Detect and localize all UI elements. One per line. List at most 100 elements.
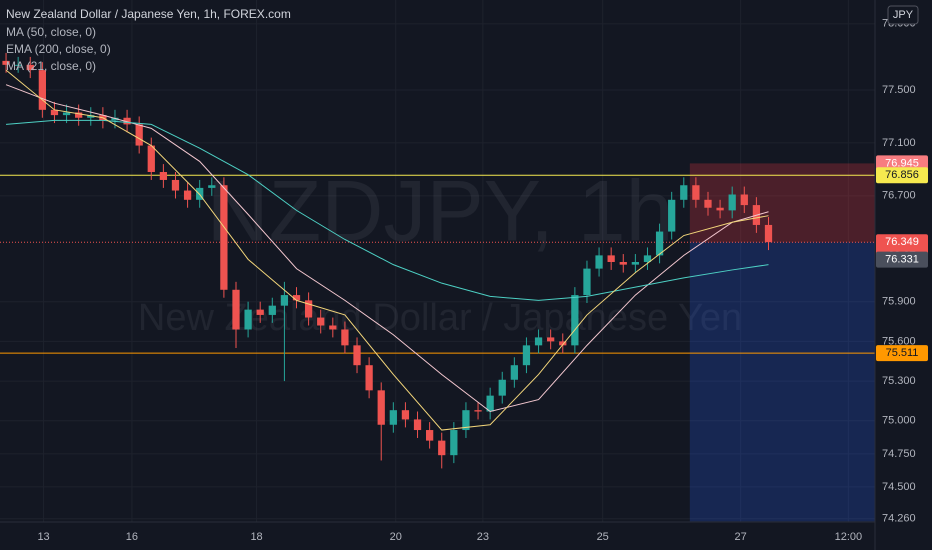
candle-body xyxy=(680,185,688,200)
candle-body xyxy=(522,345,531,366)
y-tick-label: 74.260 xyxy=(882,513,916,525)
candle-body xyxy=(643,255,652,262)
candle-body xyxy=(377,390,385,425)
x-tick-label: 25 xyxy=(597,531,609,543)
x-tick-label: 23 xyxy=(477,531,489,543)
candle-body xyxy=(474,410,482,412)
candle-body xyxy=(716,207,724,211)
candle-body xyxy=(147,145,155,173)
candle-body xyxy=(450,430,458,456)
candle-body xyxy=(38,70,46,110)
candle-body xyxy=(111,117,119,121)
price-label: 76.331 xyxy=(885,254,919,266)
legend-entry: MA (21, close, 0) xyxy=(6,59,96,73)
candle-body xyxy=(631,261,640,265)
candle-body xyxy=(692,185,700,200)
y-tick-label: 77.100 xyxy=(882,137,916,149)
price-label: 75.511 xyxy=(886,347,919,359)
candle-body xyxy=(2,60,10,65)
candle-body xyxy=(50,109,59,116)
candle-body xyxy=(498,379,506,396)
plot xyxy=(0,52,875,522)
candle-body xyxy=(341,329,349,346)
price-label-bg xyxy=(876,345,928,362)
legend: New Zealand Dollar / Japanese Yen, 1h, F… xyxy=(6,7,291,73)
candle-body xyxy=(256,309,264,315)
y-tick-label: 77.500 xyxy=(882,84,916,96)
x-tick-label: 18 xyxy=(250,531,262,543)
legend-title: New Zealand Dollar / Japanese Yen, 1h, F… xyxy=(6,7,291,21)
candle-body xyxy=(389,410,397,425)
candle-body xyxy=(244,309,252,330)
y-tick-label: 74.500 xyxy=(882,481,916,493)
candle-body xyxy=(426,430,434,441)
candle-body xyxy=(220,185,228,290)
candle-body xyxy=(123,117,131,125)
indicator-line xyxy=(5,69,769,431)
candle-body xyxy=(619,261,627,265)
price-label-bg xyxy=(876,251,928,268)
legend-entry: MA (50, close, 0) xyxy=(6,25,96,39)
y-tick-label: 75.600 xyxy=(882,335,916,347)
candle-body xyxy=(740,194,748,206)
price-label: 76.349 xyxy=(885,236,919,248)
candle-body xyxy=(183,190,192,200)
watermark: NZDJPY, 1h xyxy=(207,164,674,260)
candle-body xyxy=(280,295,289,306)
candle-body xyxy=(26,64,34,71)
candle-body xyxy=(583,268,591,296)
watermark-subtitle: New Zealand Dollar / Japanese Yen xyxy=(138,297,742,339)
x-tick-label: 20 xyxy=(390,531,402,543)
candle-body xyxy=(14,64,22,66)
candle-body xyxy=(486,395,494,412)
candle-body xyxy=(668,199,676,232)
y-tick-label: 76.700 xyxy=(882,190,916,202)
y-tick-label: 75.900 xyxy=(882,296,916,308)
x-tick-label: 27 xyxy=(735,531,747,543)
candle-body xyxy=(317,317,325,326)
candle-body xyxy=(171,179,180,191)
candle-body xyxy=(438,440,446,456)
currency-badge[interactable] xyxy=(887,5,919,25)
candle-body xyxy=(365,365,373,391)
candle-body xyxy=(607,255,615,262)
price-label-bg xyxy=(876,167,928,184)
candle-body xyxy=(462,410,470,431)
y-tick-label: 74.750 xyxy=(882,448,916,460)
candle-body xyxy=(655,231,664,256)
x-tick-label: 13 xyxy=(37,531,49,543)
candle-body xyxy=(764,224,773,243)
candle-body xyxy=(232,289,240,330)
candle-body xyxy=(159,172,168,180)
y-tick-label: 75.000 xyxy=(882,415,916,427)
candle-body xyxy=(62,112,71,116)
stop-zone xyxy=(689,163,875,243)
x-tick-label: 16 xyxy=(126,531,138,543)
target-zone xyxy=(689,242,875,522)
indicator-line xyxy=(5,84,769,413)
candle-body xyxy=(704,199,712,208)
candle-body xyxy=(329,325,337,330)
candle-body xyxy=(510,365,518,380)
candle-body xyxy=(401,410,410,420)
y-tick-label: 75.300 xyxy=(882,375,916,387)
price-label: 76.945 xyxy=(885,157,919,169)
axis: 78.00077.50077.10076.70075.90075.60075.3… xyxy=(37,18,928,543)
candle-body xyxy=(292,295,301,301)
candle-body xyxy=(87,115,95,118)
candle-body xyxy=(728,194,736,211)
candle-body xyxy=(268,305,276,315)
candle-body xyxy=(75,112,83,118)
candle-body xyxy=(559,341,567,346)
candle-body xyxy=(547,337,555,342)
candle-body xyxy=(595,255,603,269)
x-tick-label: 12:00 xyxy=(835,531,863,543)
candle-body xyxy=(571,295,579,346)
candle-body xyxy=(413,419,422,431)
currency: JPY xyxy=(893,9,914,21)
legend-entry: EMA (200, close, 0) xyxy=(6,42,111,56)
candle-body xyxy=(135,124,143,146)
